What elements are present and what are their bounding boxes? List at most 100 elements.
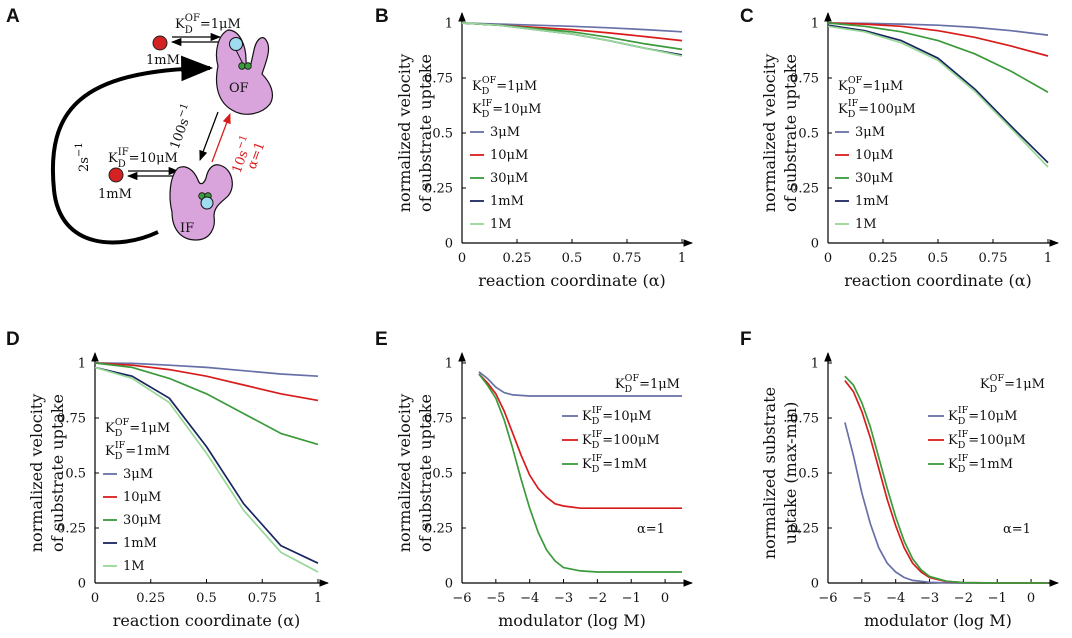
panel-b-ytick-label: 0.5	[432, 127, 453, 142]
panel-b-series-line-5	[461, 22, 683, 57]
panel-label-d: D	[6, 329, 20, 350]
panel-f-y-axis-label-2: uptake (max-min)	[781, 402, 800, 545]
transition-down-arrow	[199, 111, 219, 161]
rate-return-exp: −1	[74, 142, 85, 157]
panel-c-y-axis-label-2: of substrate uptake	[781, 54, 800, 212]
panel-d-xtick-label: 1	[314, 591, 322, 606]
panel-d-series-line-3	[94, 362, 319, 446]
panel-d-legend-label-1: 3μM	[123, 467, 153, 482]
panel-c-annotation-2-sup: IF	[848, 98, 859, 109]
panel-e-alpha-note: α=1	[637, 522, 665, 537]
panel-c-annotation-2-main: K	[838, 102, 848, 117]
kd-of-sub: D	[185, 25, 193, 36]
panel-e-ytick-label: 0.5	[432, 467, 453, 482]
panel-d-ytick-label: 0.75	[57, 412, 86, 427]
panel-e-annotation-1-value: =1μM	[639, 377, 680, 392]
panel-c-xtick-label: 1	[1044, 251, 1052, 266]
panel-d-annotation-2: KDIF=1mM	[105, 440, 170, 462]
panel-f-legend-label-2-main: K	[948, 433, 958, 448]
panel-label-f: F	[740, 329, 752, 350]
panel-e-legend-label-3-value: =1mM	[602, 457, 647, 472]
panel-c-ytick-label: 0.5	[798, 127, 819, 142]
panel-e-xtick-label: 0	[661, 591, 669, 606]
panel-c-x-axis-label: reaction coordinate (α)	[844, 271, 1032, 290]
panel-d-annotation-2-sub: D	[115, 451, 123, 462]
panel-c-series-line-2	[827, 22, 1049, 57]
panel-d-series-line-5	[94, 366, 319, 573]
panel-b-xtick-label: 0.25	[503, 251, 532, 266]
panel-d-legend-label-2: 10μM	[123, 490, 161, 505]
panel-b-ytick-label: 0.25	[424, 182, 453, 197]
panel-e-xtick-label: −4	[520, 591, 539, 606]
panel-c-series-line-3	[827, 22, 1049, 94]
panel-e-xtick-label: −1	[622, 591, 641, 606]
panel-d-series-line-4	[94, 366, 319, 564]
panel-e-annotation-1: KDOF=1μM	[615, 373, 680, 395]
panel-f-legend-label-2-sup: IF	[958, 429, 969, 440]
panel-f-ytick-label: 0	[811, 577, 819, 592]
panel-b-legend-label-3: 30μM	[490, 171, 528, 186]
panel-f-xtick-label: 0	[1027, 591, 1035, 606]
binding-site-of	[229, 37, 243, 51]
panel-e-legend-label-2: KDIF=100μM	[582, 429, 660, 451]
panel-c-ytick-label: 0.25	[790, 182, 819, 197]
panel-e-chart: −6 −5 −4 −3 −2 −1 0 0 0.25 0.5 0.75 1 modulator (log…	[395, 352, 693, 630]
panel-f-ytick-label: 0.25	[790, 522, 819, 537]
panel-label-c: C	[740, 6, 754, 27]
panel-b-xtick-label: 0.5	[562, 251, 583, 266]
kd-of-label: KDOF=1μM	[175, 13, 241, 36]
substrate-ion-bottom	[108, 167, 124, 183]
panel-b-legend-label-5: 1M	[490, 217, 512, 232]
panel-b-series-line-4	[461, 22, 683, 56]
panel-c-legend-label-3: 30μM	[855, 171, 893, 186]
panel-c-chart: 0 0.25 0.5 0.75 1 0 0.25 0.5 0.75 1 reaction coord…	[760, 12, 1059, 290]
panel-f-legend-label-3-sup: IF	[958, 453, 969, 464]
panel-d-annotation-1-value: =1μM	[129, 421, 170, 436]
panel-b-xtick-label: 0.75	[613, 251, 642, 266]
panel-f-legend-label-3-value: =1mM	[968, 457, 1013, 472]
rate-down-text: 100s	[168, 117, 193, 152]
rate-up-exp: −1	[235, 134, 250, 152]
panel-f-legend-label-2-value: =100μM	[968, 433, 1025, 448]
panel-c-legend-label-1: 3μM	[855, 125, 885, 140]
panel-e-xtick-label: −2	[588, 591, 607, 606]
panel-e-xtick-label: −6	[452, 591, 471, 606]
kd-of-sup: OF	[185, 13, 200, 24]
panel-e-y-axis-label-2: of substrate uptake	[416, 394, 435, 552]
panel-e-legend-label-3-main: K	[582, 457, 592, 472]
panel-f-xtick-label: −2	[954, 591, 973, 606]
panel-c-legend-label-2: 10μM	[855, 148, 893, 163]
panel-e-series-line-3	[478, 373, 682, 573]
panel-d-legend-label-5: 1M	[123, 559, 145, 574]
panel-e-annotation-1-sub: D	[625, 384, 633, 395]
panel-e-x-axis-label: modulator (log M)	[498, 611, 646, 630]
panel-b-xtick-label: 1	[678, 251, 686, 266]
panel-b-annotation-1: KDOF=1μM	[472, 75, 537, 97]
panel-f-legend-label-1-sup: IF	[958, 405, 969, 416]
panel-b-series-line-1	[461, 22, 683, 33]
panel-b-annotation-2-value: =10μM	[492, 102, 541, 117]
panel-f-legend-label-2: KDIF=100μM	[948, 429, 1026, 451]
panel-e-series-line-2	[478, 373, 682, 510]
panel-f-annotation-1: KDOF=1μM	[980, 373, 1045, 395]
kd-if-sub: D	[118, 159, 126, 170]
panel-c-annotation-1-sub: D	[848, 86, 856, 97]
panel-b-x-axis-label: reaction coordinate (α)	[478, 271, 666, 290]
transition-up-arrow	[211, 113, 231, 163]
panel-f-ytick-label: 0.75	[790, 412, 819, 427]
panel-e-y-axis-label-1: normalized velocity	[395, 394, 414, 553]
panel-e-ytick-label: 1	[445, 357, 453, 372]
panel-f-legend-label-3-main: K	[948, 457, 958, 472]
panel-c-xtick-label: 0	[824, 251, 832, 266]
panel-e-legend-label-1-main: K	[582, 409, 592, 424]
panel-c-xtick-label: 0.25	[869, 251, 898, 266]
panel-label-b: B	[375, 6, 389, 27]
panel-c-annotation-2-sub: D	[848, 109, 856, 120]
panel-f-x-axis-label: modulator (log M)	[864, 611, 1012, 630]
panel-f-series-line-2	[844, 380, 1048, 584]
panel-b-ytick-label: 0.75	[424, 72, 453, 87]
panel-d-series-line-2	[94, 362, 319, 402]
panel-d-legend-label-4: 1mM	[123, 536, 157, 551]
panel-d-annotation-1-sup: OF	[115, 417, 130, 428]
